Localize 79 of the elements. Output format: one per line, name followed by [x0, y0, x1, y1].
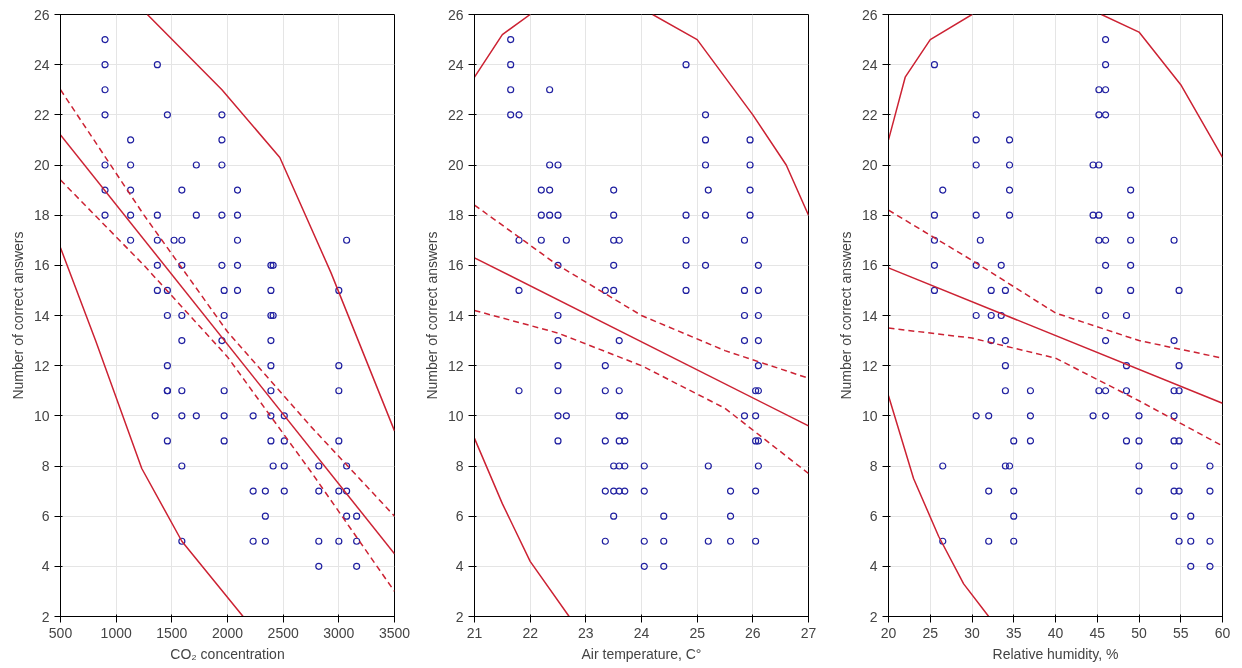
line-series — [888, 14, 973, 141]
y-tick-label: 8 — [41, 458, 50, 474]
x-tick-label: 55 — [1172, 624, 1189, 641]
x-tick-label: 26 — [745, 624, 761, 641]
x-axis-title: Air temperature, C° — [581, 645, 702, 662]
y-tick-label: 2 — [869, 608, 878, 625]
line-series — [474, 309, 809, 475]
x-tick-label: 21 — [466, 624, 483, 641]
y-tick-label: 2 — [455, 608, 464, 625]
y-tick-label: 24 — [447, 56, 464, 73]
y-tick-label: 10 — [33, 407, 50, 424]
y-tick-label: 18 — [33, 207, 50, 224]
y-tick-label: 14 — [447, 307, 464, 324]
y-tick-label: 16 — [33, 257, 50, 274]
x-tick-label: 23 — [578, 624, 594, 641]
x-tick-label: 45 — [1089, 624, 1106, 641]
x-tick-label: 500 — [48, 624, 73, 641]
x-tick-label: 60 — [1214, 624, 1231, 641]
line-series — [146, 14, 395, 432]
y-tick-label: 22 — [447, 106, 464, 123]
x-tick-label: 22 — [522, 624, 539, 641]
x-tick-label: 20 — [880, 624, 897, 641]
x-tick-label: 50 — [1131, 624, 1147, 641]
line-series — [651, 14, 809, 216]
y-tick-label: 20 — [447, 157, 464, 173]
y-tick-label: 14 — [33, 307, 50, 324]
x-tick-label: 25 — [922, 624, 939, 641]
x-tick-label: 40 — [1047, 624, 1064, 641]
y-tick-label: 4 — [41, 558, 50, 575]
y-tick-label: 16 — [447, 257, 464, 274]
y-tick-label: 8 — [455, 458, 464, 474]
y-tick-label: 10 — [447, 407, 464, 424]
line-series — [1100, 14, 1223, 159]
line-series — [60, 89, 395, 517]
line-series — [474, 204, 809, 379]
y-tick-label: 18 — [861, 207, 878, 224]
y-tick-label: 22 — [861, 106, 878, 123]
y-tick-label: 20 — [33, 157, 50, 173]
x-tick-label: 35 — [1005, 624, 1022, 641]
x-tick-label: 1000 — [100, 624, 132, 641]
x-tick-label: 30 — [964, 624, 980, 641]
y-tick-label: 4 — [869, 558, 878, 575]
x-tick-label: 2000 — [211, 624, 244, 641]
y-tick-label: 24 — [33, 56, 50, 73]
y-tick-label: 2 — [41, 608, 50, 625]
y-tick-label: 22 — [33, 106, 50, 123]
x-tick-label: 1500 — [156, 624, 188, 641]
y-axis-title: Number of correct answers — [423, 231, 440, 400]
y-tick-label: 4 — [455, 558, 464, 575]
y-tick-label: 8 — [869, 458, 878, 474]
x-tick-label: 24 — [633, 624, 650, 641]
line-series — [888, 327, 1223, 447]
y-axis-title: Number of correct answers — [837, 231, 854, 400]
y-tick-label: 12 — [861, 357, 878, 374]
x-tick-label: 3000 — [323, 624, 355, 641]
y-tick-label: 6 — [869, 508, 878, 525]
y-tick-label: 10 — [861, 407, 878, 424]
y-tick-label: 20 — [861, 157, 878, 173]
y-tick-label: 26 — [447, 6, 464, 23]
line-series — [888, 395, 990, 617]
y-tick-label: 16 — [861, 257, 878, 274]
y-tick-label: 14 — [861, 307, 878, 324]
x-tick-label: 27 — [800, 624, 817, 641]
y-axis-title: Number of correct answers — [9, 231, 26, 400]
x-tick-label: 2500 — [267, 624, 299, 641]
y-tick-label: 26 — [861, 6, 878, 23]
x-axis-title: Relative humidity, % — [992, 645, 1119, 662]
line-series — [474, 437, 570, 617]
x-axis-title: CO₂ concentration — [170, 645, 285, 662]
y-tick-label: 26 — [33, 6, 50, 23]
y-tick-label: 24 — [861, 56, 878, 73]
x-tick-label: 3500 — [378, 624, 411, 641]
x-tick-label: 25 — [689, 624, 706, 641]
line-series — [60, 247, 244, 617]
y-tick-label: 12 — [447, 357, 464, 374]
y-tick-label: 6 — [41, 508, 50, 525]
y-tick-label: 6 — [455, 508, 464, 525]
y-tick-label: 12 — [33, 357, 50, 374]
y-tick-label: 18 — [447, 207, 464, 224]
